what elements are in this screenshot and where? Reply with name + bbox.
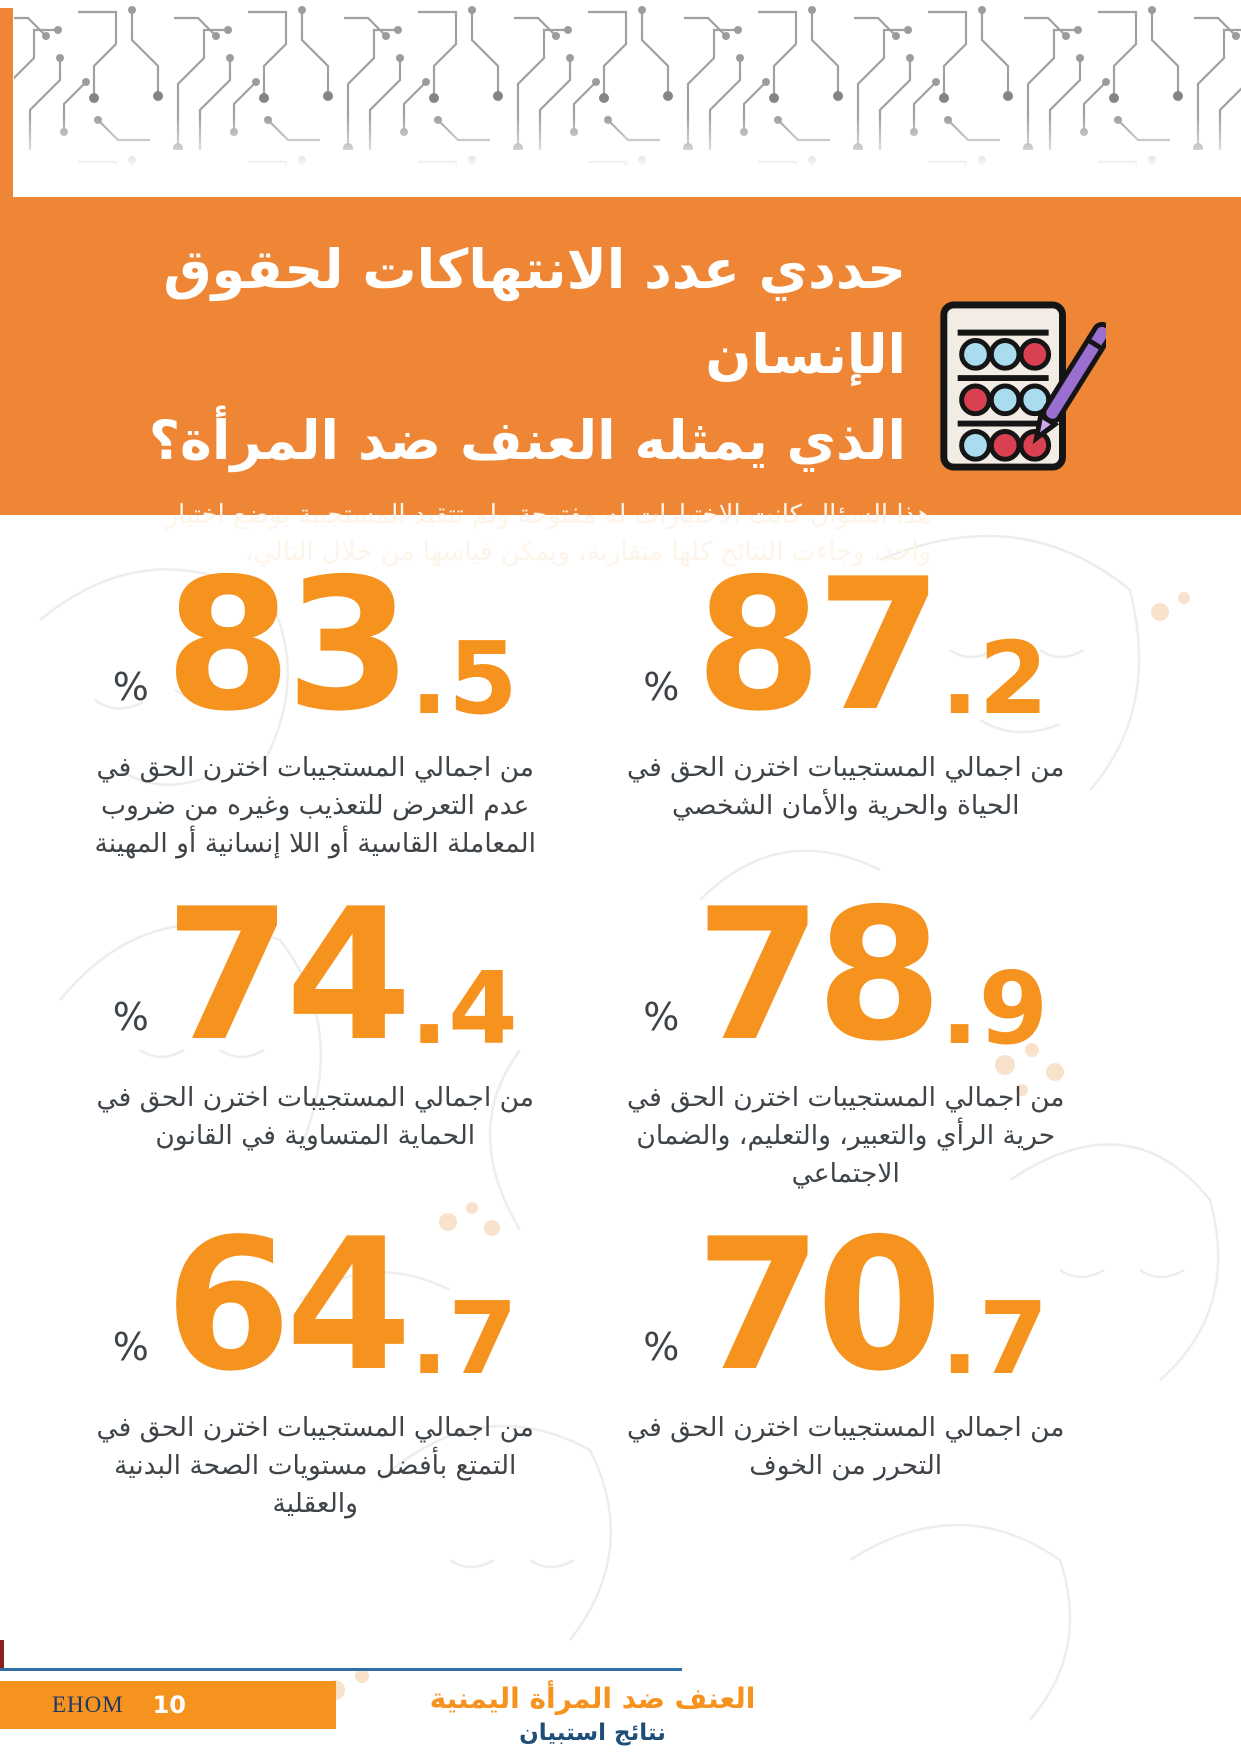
stat-value-integer: 83 (164, 539, 412, 751)
percent-sign: % (643, 1324, 680, 1369)
page-title-line1: حددي عدد الانتهاكات لحقوق الإنسان (163, 238, 907, 387)
circuit-pattern-decoration (0, 6, 1241, 170)
stat-value: % 74 .4 (112, 869, 518, 1082)
stat-card-equal-protection: % 74 .4 من اجمالي المستجيبات اخترن الحق … (50, 869, 581, 1193)
subtitle-bold-text: علمًا أن النسب المذكورة هنا هي نسبة اختي… (140, 536, 931, 641)
footer-org-label: EHOM (52, 1692, 124, 1717)
footer-divider-line (0, 1668, 682, 1671)
stat-description: من اجمالي المستجيبات اخترن الحق في الحما… (96, 1081, 535, 1151)
footer-page-number: 10 (152, 1691, 186, 1719)
footer-report-title: العنف ضد المرأة اليمنية (429, 1682, 756, 1715)
statistics-grid: % 87 .2 من اجمالي المستجيبات اخترن الحق … (0, 515, 1241, 1523)
stat-value: % 78 .9 (643, 869, 1049, 1082)
survey-checklist-icon (940, 301, 1106, 471)
subtitle-normal-text: هذا السؤال كانت الاختيارات له مفتوحة ولم… (165, 499, 931, 567)
stat-value: % 87 .2 (643, 539, 1049, 751)
stat-description: من اجمالي المستجيبات اخترن الحق في الحيا… (626, 751, 1065, 821)
footer-report-subtitle: نتائج استبيان (519, 1719, 666, 1746)
footer-maroon-tick (0, 1640, 4, 1668)
stat-description: من اجمالي المستجيبات اخترن الحق في عدم ا… (94, 751, 536, 859)
stat-card-no-torture: % 83 .5 من اجمالي المستجيبات اخترن الحق … (50, 539, 581, 863)
stat-value-decimal: .9 (940, 949, 1049, 1067)
stat-value-decimal: .4 (410, 949, 518, 1067)
stat-value-decimal: .7 (940, 1279, 1049, 1397)
stat-description: من اجمالي المستجيبات اخترن الحق في التمت… (96, 1411, 535, 1520)
stat-value-integer: 78 (695, 869, 942, 1082)
stat-value-integer: 64 (164, 1199, 412, 1412)
percent-sign: % (112, 664, 149, 709)
stat-card-freedom-from-fear: % 70 .7 من اجمالي المستجيبات اخترن الحق … (581, 1199, 1112, 1523)
percent-sign: % (643, 994, 680, 1039)
stat-value-decimal: .7 (410, 1279, 518, 1397)
stat-value: % 64 .7 (112, 1199, 518, 1412)
percent-sign: % (112, 1324, 149, 1369)
percent-sign: % (112, 994, 149, 1039)
stat-value-integer: 87 (695, 539, 942, 751)
stat-value-decimal: .5 (410, 619, 518, 737)
stat-value-integer: 74 (164, 869, 412, 1082)
stat-value: % 83 .5 (112, 539, 518, 751)
left-accent-strip (0, 8, 13, 200)
header-banner: حددي عدد الانتهاكات لحقوق الإنسان الذي ي… (0, 197, 1241, 641)
percent-sign: % (643, 664, 680, 709)
page-title-line2: الذي يمثله العنف ضد المرأة؟ (148, 408, 907, 472)
page-subtitle: هذا السؤال كانت الاختيارات له مفتوحة ولم… (0, 483, 1241, 645)
stat-card-right-to-life: % 87 .2 من اجمالي المستجيبات اخترن الحق … (581, 539, 1112, 863)
stat-description: من اجمالي المستجيبات اخترن الحق في حرية … (626, 1081, 1065, 1189)
stat-value: % 70 .7 (643, 1199, 1049, 1412)
stat-card-health-standards: % 64 .7 من اجمالي المستجيبات اخترن الحق … (50, 1199, 581, 1523)
footer-titles: العنف ضد المرأة اليمنية نتائج استبيان (420, 1682, 765, 1750)
stat-description: من اجمالي المستجيبات اخترن الحق في التحر… (626, 1411, 1065, 1481)
footer-bar: EHOM 10 (0, 1681, 336, 1729)
stat-value-decimal: .2 (940, 619, 1049, 737)
stat-value-integer: 70 (695, 1199, 942, 1412)
page-title: حددي عدد الانتهاكات لحقوق الإنسان الذي ي… (0, 197, 1241, 483)
stat-card-freedom-of-expression: % 78 .9 من اجمالي المستجيبات اخترن الحق … (581, 869, 1112, 1193)
